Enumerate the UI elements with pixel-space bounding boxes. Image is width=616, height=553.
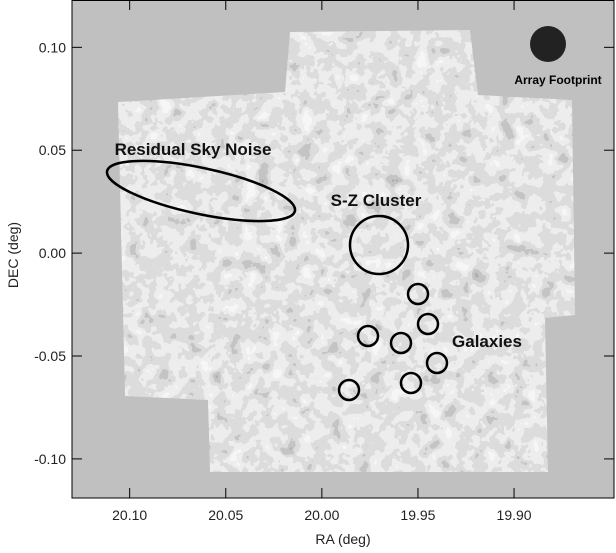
markers (105, 159, 449, 402)
galaxy-circle (399, 371, 423, 395)
array-footprint (530, 26, 566, 62)
y-tick-label: 0.00 (39, 245, 66, 261)
annotation: Residual Sky Noise (115, 140, 272, 159)
y-tick-label: -0.10 (34, 451, 66, 467)
galaxy-circle (416, 312, 440, 336)
annotation: Galaxies (452, 332, 522, 351)
y-axis-label: DEC (deg) (5, 222, 21, 288)
y-tick-label: 0.10 (39, 39, 66, 55)
cluster-circle (348, 214, 410, 276)
annotation: Array Footprint (514, 73, 601, 87)
sky-noise (118, 30, 575, 472)
galaxy-circle (389, 331, 413, 355)
x-tick-label: 19.90 (497, 507, 532, 523)
x-axis-label: RA (deg) (315, 531, 370, 547)
x-tick-label: 20.00 (304, 507, 339, 523)
x-tick-label: 20.05 (208, 507, 243, 523)
noise-ellipse (105, 159, 297, 223)
annotation: S-Z Cluster (331, 191, 422, 210)
galaxy-circle (425, 351, 449, 375)
sky-map (118, 30, 575, 472)
galaxy-circle (337, 378, 361, 402)
y-tick-label: -0.05 (34, 348, 66, 364)
x-tick-label: 20.10 (112, 507, 147, 523)
plot-frame (71, 0, 615, 499)
galaxy-circle (356, 324, 380, 348)
galaxy-circle (406, 282, 430, 306)
x-tick-label: 19.95 (400, 507, 435, 523)
y-tick-label: 0.05 (39, 142, 66, 158)
